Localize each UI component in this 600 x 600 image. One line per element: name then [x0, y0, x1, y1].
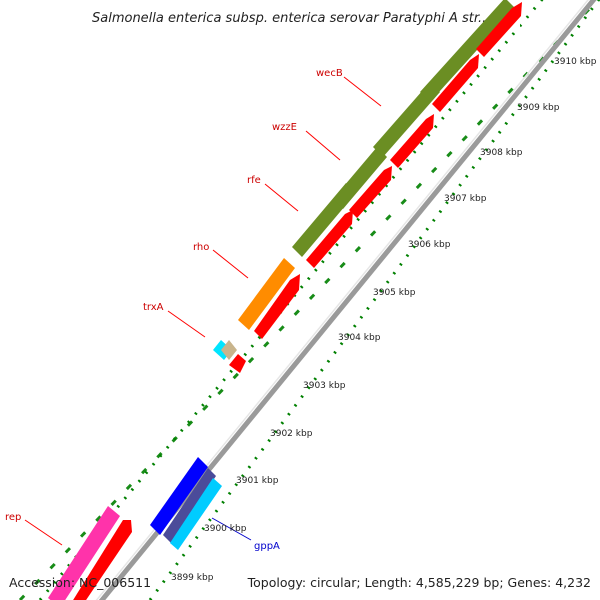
gene-label-wecB: wecB: [316, 68, 343, 79]
green-gene-4: [420, 0, 515, 102]
gene-labels: wecB wzzE rfe rho trxA rep gppA: [5, 68, 343, 552]
reverse-gene-blocks: [73, 2, 522, 600]
red-gene-5: [476, 2, 522, 57]
tick-label: 3904 kbp: [338, 333, 381, 343]
gene-label-wzzE: wzzE: [272, 122, 297, 133]
gene-label-trxA: trxA: [143, 302, 164, 313]
navy-gene: [163, 468, 216, 543]
red-gene-7: [229, 354, 246, 373]
tick-label: 3907 kbp: [444, 194, 487, 204]
title-background: [88, 4, 520, 30]
red-gene-6: [254, 274, 300, 339]
red-gene-8: [73, 520, 132, 600]
gene-label-rfe: rfe: [247, 175, 261, 186]
green-gene-2: [333, 147, 387, 209]
blue-gene-1: [150, 457, 208, 535]
scale-dotted-ring: [148, 0, 600, 600]
tick-label: 3899 kbp: [171, 573, 214, 583]
orange-gene-rho: [238, 258, 295, 330]
tick-label: 3909 kbp: [517, 103, 560, 113]
tick-label: 3906 kbp: [408, 240, 451, 250]
outer-dotted-ring: [38, 0, 544, 600]
cyan-gene-gppA: [170, 478, 222, 550]
red-gene-3: [390, 114, 434, 168]
tick-label: 3910 kbp: [554, 57, 597, 67]
label-leaders: [24, 76, 382, 546]
tick-label: 3908 kbp: [480, 148, 523, 158]
magenta-gene-rep: [48, 506, 120, 600]
tick-label: 3903 kbp: [303, 381, 346, 391]
forward-gene-blocks: [48, 0, 515, 600]
red-gene-2: [349, 166, 392, 218]
red-gene-4: [432, 54, 479, 112]
tan-gene-trxA: [221, 340, 237, 360]
accession-label: Accession: NC_006511: [9, 575, 151, 590]
green-gene-3: [373, 82, 440, 157]
gene-label-rep: rep: [5, 512, 21, 523]
red-gene-1: [306, 210, 353, 268]
gene-label-gppA: gppA: [254, 541, 280, 552]
tick-label: 3900 kbp: [204, 524, 247, 534]
tick-label: 3905 kbp: [373, 288, 416, 298]
map-title: Salmonella enterica subsp. enterica sero…: [92, 11, 495, 26]
tick-label: 3902 kbp: [270, 429, 313, 439]
gene-label-rho: rho: [193, 242, 209, 253]
topology-summary: Topology: circular; Length: 4,585,229 bp…: [247, 575, 591, 590]
tick-labels: 3899 kbp 3900 kbp 3901 kbp 3902 kbp 3903 kbp…: [171, 57, 597, 583]
tick-label: 3901 kbp: [236, 476, 279, 486]
